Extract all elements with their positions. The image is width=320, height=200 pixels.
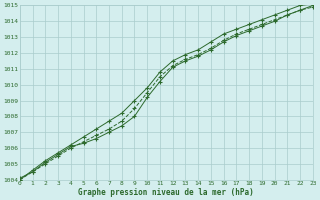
X-axis label: Graphe pression niveau de la mer (hPa): Graphe pression niveau de la mer (hPa) <box>78 188 254 197</box>
